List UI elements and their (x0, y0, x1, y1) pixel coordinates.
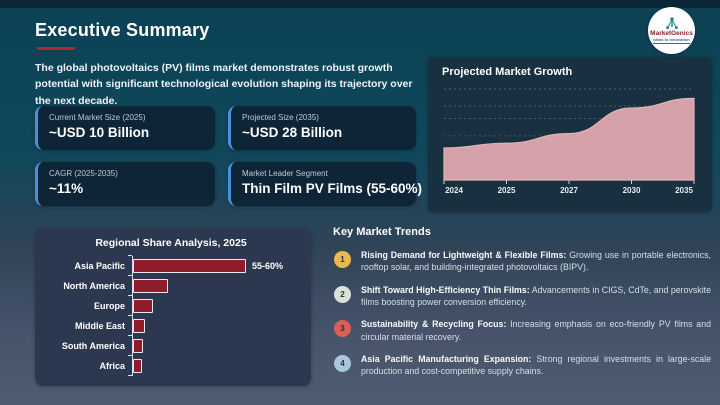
trend-body: Strong regional investments in large-sca… (361, 353, 711, 377)
bar (133, 339, 143, 353)
trend-item: 2 Shift Toward High-Efficiency Thin Films… (333, 284, 711, 309)
bar-value-label: 55-60% (251, 261, 283, 271)
x-tick-label: 2025 (498, 186, 516, 195)
stat-label: Market Leader Segment (242, 169, 328, 178)
key-market-trends: Key Market Trends 1 Rising Demand for Lig… (333, 226, 711, 388)
trend-bold-lead: Rising Demand for Lightweight & Flexible… (361, 250, 567, 260)
stat-label: CAGR (2025-2035) (49, 169, 118, 178)
trend-number-badge: 4 (334, 354, 351, 372)
trend-body: Growing use in portable electronics, roo… (361, 250, 711, 273)
bar-row: North America (45, 275, 297, 296)
bar-track (128, 335, 297, 356)
trend-number-badge: 3 (334, 320, 351, 338)
trend-item: 3 Sustainability & Recycling Focus: Incre… (333, 318, 711, 343)
title-underline (37, 47, 75, 50)
trend-bold-lead: Asia Pacific Manufacturing Expansion: (361, 353, 532, 364)
trend-list: 1 Rising Demand for Lightweight & Flexibl… (333, 249, 711, 378)
trend-body: Advancements in CIGS, CdTe, and perovski… (361, 284, 711, 307)
x-tick-label: 2027 (560, 186, 578, 195)
trends-heading: Key Market Trends (333, 226, 431, 238)
bar (133, 319, 145, 333)
trend-number-badge: 1 (334, 251, 351, 268)
bar (133, 299, 154, 313)
stat-value: Thin Film PV Films (55-60%) (242, 181, 423, 196)
molecule-icon (665, 17, 678, 29)
trend-text: Asia Pacific Manufacturing Expansion: St… (361, 353, 711, 378)
bar-row: Europe (45, 295, 297, 316)
logo-name: MarketGenics (650, 29, 693, 37)
stat-value: ~USD 28 Billion (242, 125, 343, 140)
bar (133, 279, 168, 293)
x-tick-label: 2030 (623, 186, 641, 195)
trend-number-badge: 2 (334, 285, 351, 303)
trend-item: 1 Rising Demand for Lightweight & Flexibl… (333, 249, 711, 274)
bar (133, 259, 246, 273)
bar-track: 55-60% (128, 255, 297, 276)
stat-card-leader-segment: Market Leader Segment Thin Film PV Films… (228, 162, 423, 206)
trend-text: Sustainability & Recycling Focus: Increa… (361, 318, 711, 343)
stat-card-cagr: CAGR (2025-2035) ~11% (35, 162, 215, 206)
bar-track (128, 355, 297, 376)
stat-cards: Current Market Size (2025) ~USD 10 Billi… (35, 106, 423, 206)
x-tick-label: 2035 (675, 186, 693, 195)
company-logo: MarketGenics Ideas to Innovation (648, 7, 695, 54)
area-series (443, 97, 695, 181)
bar-row: Asia Pacific 55-60% (45, 255, 297, 276)
trend-text: Shift Toward High-Efficiency Thin Films:… (361, 284, 711, 309)
regional-share-card: Regional Share Analysis, 2025 Asia Pacif… (35, 228, 311, 386)
stat-value: ~11% (49, 181, 84, 196)
trend-text: Rising Demand for Lightweight & Flexible… (361, 249, 711, 274)
growth-chart-title: Projected Market Growth (442, 66, 573, 78)
trend-item: 4 Asia Pacific Manufacturing Expansion: S… (333, 353, 711, 378)
bar-category-label: South America (61, 341, 125, 351)
stat-value: ~USD 10 Billion (49, 125, 150, 140)
bar-category-label: Africa (99, 361, 125, 371)
bar-row: South America (45, 335, 297, 356)
trend-bold-lead: Shift Toward High-Efficiency Thin Films: (361, 284, 530, 295)
bar-category-label: Middle East (74, 321, 125, 331)
bar-category-label: North America (63, 281, 125, 291)
projected-growth-card: Projected Market Growth 2024 2025 2027 2030… (428, 57, 712, 212)
bar-chart: Asia Pacific 55-60% North America Europe Mid… (45, 255, 297, 376)
bar-category-label: Asia Pacific (74, 261, 125, 271)
top-accent-bar (0, 0, 720, 8)
bar-category-label: Europe (93, 301, 125, 311)
stat-label: Current Market Size (2025) (49, 113, 146, 122)
logo-tagline: Ideas to Innovation (653, 37, 690, 45)
stat-card-current-size: Current Market Size (2025) ~USD 10 Billi… (35, 106, 215, 150)
regional-chart-title: Regional Share Analysis, 2025 (95, 237, 247, 249)
stat-label: Projected Size (2035) (242, 113, 319, 122)
bar-track (128, 295, 297, 316)
intro-paragraph: The global photovoltaics (PV) films mark… (35, 62, 413, 107)
x-tick-label: 2024 (445, 186, 463, 195)
bar-row: Middle East (45, 315, 297, 336)
trend-bold-lead: Sustainability & Recycling Focus: (361, 319, 507, 330)
trend-body: Increasing emphasis on eco-friendly PV f… (361, 319, 711, 342)
bar-track (128, 275, 297, 296)
bar-track (128, 315, 297, 336)
area-chart: 2024 2025 2027 2030 2035 (443, 88, 695, 195)
bar-row: Africa (45, 355, 297, 376)
stat-card-projected-size: Projected Size (2035) ~USD 28 Billion (228, 106, 416, 150)
bar (133, 359, 142, 373)
page-title: Executive Summary (35, 20, 210, 40)
